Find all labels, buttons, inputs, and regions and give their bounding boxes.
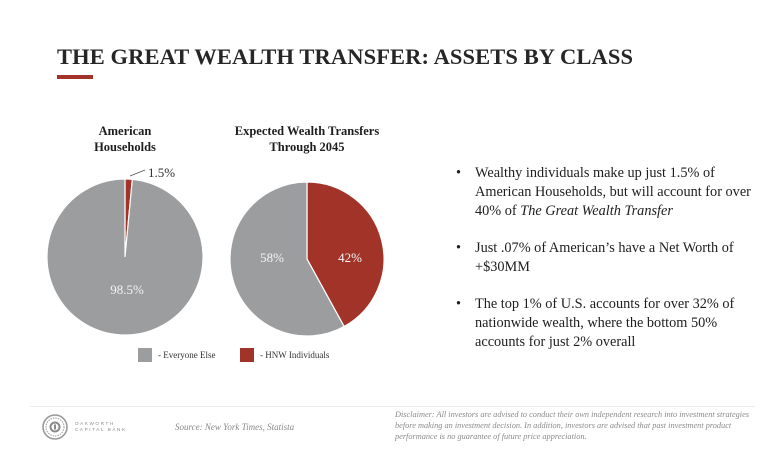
pie-data-label: 58% (260, 250, 284, 265)
slide-title: THE GREAT WEALTH TRANSFER: ASSETS BY CLA… (57, 44, 634, 69)
pie-slice-everyone-else (229, 181, 345, 337)
pie-chart-households: 98.5% 1.5% (46, 165, 204, 336)
pie-data-label: 98.5% (110, 282, 144, 297)
chart-title-transfers: Expected Wealth Transfers Through 2045 (234, 124, 380, 154)
bullet-icon: • (456, 296, 462, 312)
pie-charts: 98.5% 1.5% 58% 42% (46, 165, 385, 337)
label-leader-line (129, 169, 146, 177)
bank-seal-icon (42, 414, 68, 440)
chart-title-households: American Households (94, 124, 156, 154)
footer-divider (30, 406, 755, 407)
legend-swatch-red (240, 348, 254, 362)
pie-data-label: 1.5% (148, 165, 175, 180)
pie-data-label: 42% (338, 250, 362, 265)
legend-hnw-individuals: - HNW Individuals (240, 348, 329, 362)
legend-everyone-else: - Everyone Else (138, 348, 215, 362)
source-note: Source: New York Times, Statista (175, 422, 295, 432)
bullet-icon: • (456, 165, 462, 181)
legend-swatch-gray (138, 348, 152, 362)
title-accent-bar (57, 75, 93, 79)
pie-slice-everyone-else (46, 178, 204, 336)
bank-logo-text: OAKWORTH CAPITAL BANK (75, 421, 127, 432)
bullet-item: • Just .07% of American’s have a Net Wor… (456, 240, 734, 275)
pie-chart-transfers: 58% 42% (229, 181, 385, 337)
disclaimer-text: Disclaimer: All investors are advised to… (395, 410, 750, 441)
bullet-icon: • (456, 240, 462, 256)
bullet-item: • Wealthy individuals make up just 1.5% … (456, 165, 751, 219)
pie-slice-hnw-individuals (306, 181, 385, 328)
bullet-item: • The top 1% of U.S. accounts for over 3… (456, 296, 735, 350)
bullet-list: • Wealthy individuals make up just 1.5% … (456, 164, 756, 370)
